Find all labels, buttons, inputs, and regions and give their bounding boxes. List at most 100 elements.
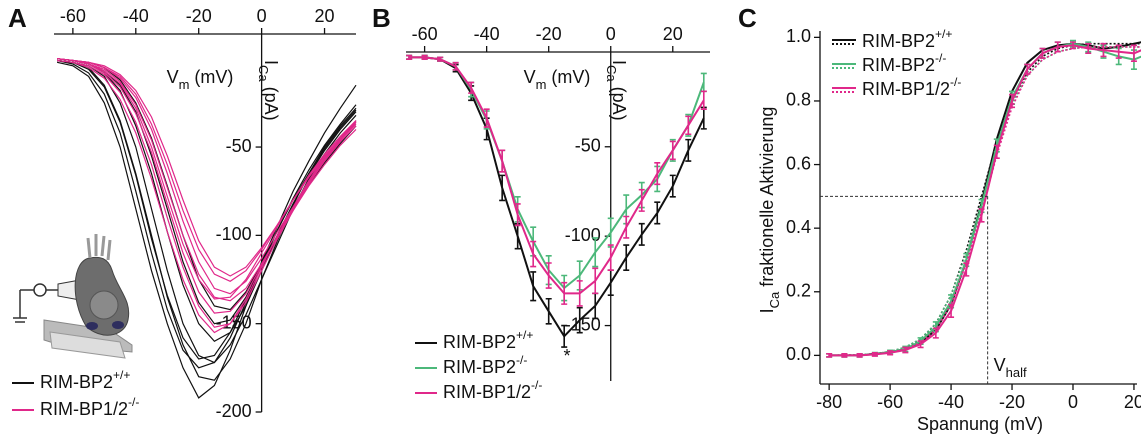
cell-illustration bbox=[13, 234, 133, 359]
legend-label: RIM-BP1/2-/- bbox=[862, 75, 961, 99]
legend-superscript: -/- bbox=[128, 395, 139, 409]
y-tick-label: -50 bbox=[226, 136, 252, 156]
error-bar bbox=[452, 61, 459, 71]
error-bar-line bbox=[638, 222, 645, 246]
trace bbox=[57, 58, 357, 302]
error-bar bbox=[576, 280, 583, 307]
error-bar bbox=[545, 262, 552, 289]
error-bar-line bbox=[826, 352, 833, 358]
error-bar bbox=[421, 54, 428, 60]
vhalf-label-part: half bbox=[1006, 365, 1027, 380]
trace bbox=[57, 59, 357, 334]
error-bar-line bbox=[948, 303, 955, 319]
panel-label: A bbox=[8, 3, 27, 33]
legend-label: RIM-BP2+/+ bbox=[443, 328, 533, 352]
error-bar-line bbox=[437, 56, 444, 62]
x-tick-label: -60 bbox=[412, 24, 438, 44]
y-axis-label-part: I bbox=[757, 308, 777, 313]
y-axis-label: ICa (pA) bbox=[256, 60, 281, 121]
y-tick-label: 0.4 bbox=[786, 217, 811, 237]
trace bbox=[57, 59, 357, 328]
error-bar-line bbox=[638, 188, 645, 212]
error-bar-line bbox=[841, 352, 848, 358]
x-tick-label: -60 bbox=[60, 6, 86, 26]
error-bar-line bbox=[1009, 93, 1016, 109]
trace bbox=[57, 59, 357, 360]
error-bar bbox=[1085, 42, 1092, 55]
error-bar-line bbox=[654, 162, 661, 186]
y-tick-label: 1.0 bbox=[786, 26, 811, 46]
error-bar-line bbox=[406, 54, 413, 60]
error-bar-line bbox=[561, 324, 568, 348]
error-bar bbox=[1039, 47, 1046, 59]
legend-superscript: +/+ bbox=[516, 328, 533, 342]
error-bar bbox=[1009, 93, 1016, 109]
trace bbox=[56, 59, 357, 369]
y-tick-label: 0.0 bbox=[786, 344, 811, 364]
error-bar-line bbox=[932, 327, 939, 339]
error-bar bbox=[669, 140, 676, 161]
error-bar bbox=[561, 324, 568, 348]
error-bar-line bbox=[917, 340, 924, 349]
error-bar-line bbox=[499, 174, 506, 202]
x-axis-label-part: (mV) bbox=[189, 67, 233, 87]
error-bar-line bbox=[576, 306, 583, 334]
legend-name: RIM-BP2 bbox=[443, 357, 516, 377]
error-bar bbox=[1024, 63, 1031, 75]
y-tick-label: -100 bbox=[565, 225, 601, 245]
x-axis-label-part: m bbox=[179, 77, 190, 92]
error-bar bbox=[700, 106, 707, 130]
y-axis-label-part: Ca bbox=[256, 65, 271, 82]
legend-superscript: +/+ bbox=[113, 368, 130, 382]
error-bar-line bbox=[607, 244, 614, 271]
x-axis-label: Spannung (mV) bbox=[917, 414, 1043, 434]
x-tick-label: -20 bbox=[186, 6, 212, 26]
error-bar bbox=[514, 203, 521, 227]
trace bbox=[56, 61, 357, 399]
x-axis-label-part: V bbox=[167, 67, 179, 87]
x-tick-label: 0 bbox=[257, 6, 267, 26]
error-bar-line bbox=[1054, 41, 1061, 53]
error-bar-line bbox=[887, 350, 894, 356]
legend-label: RIM-BP1/2-/- bbox=[443, 378, 542, 402]
error-bar bbox=[530, 240, 537, 268]
legend-superscript: -/- bbox=[935, 51, 946, 65]
legend-label: RIM-BP2+/+ bbox=[40, 368, 130, 392]
error-bar-line bbox=[1130, 44, 1137, 63]
error-bar-line bbox=[1039, 47, 1046, 59]
error-bar bbox=[638, 222, 645, 246]
data-line bbox=[409, 56, 705, 290]
y-tick-label: -150 bbox=[565, 314, 601, 334]
error-bar bbox=[499, 174, 506, 202]
error-bar-line bbox=[530, 271, 537, 302]
error-bar-line bbox=[963, 262, 970, 277]
legend-name: RIM-BP2 bbox=[862, 31, 935, 51]
legend-label: RIM-BP2+/+ bbox=[862, 27, 952, 51]
significance-marker: * bbox=[563, 346, 570, 366]
error-bar bbox=[685, 138, 692, 162]
y-axis-label-part: I bbox=[609, 60, 629, 65]
x-axis-label-part: (mV) bbox=[546, 67, 590, 87]
y-tick-label: -200 bbox=[216, 401, 252, 421]
error-bar bbox=[654, 162, 661, 186]
x-tick-label: -40 bbox=[474, 24, 500, 44]
error-bar-line bbox=[1115, 44, 1122, 59]
error-bar bbox=[978, 208, 985, 223]
y-axis-label-part: Ca bbox=[604, 65, 619, 82]
error-bar-line bbox=[530, 240, 537, 268]
panel-label: B bbox=[372, 3, 391, 33]
x-tick-label: 20 bbox=[1124, 392, 1141, 412]
y-axis-label-part: Ca bbox=[767, 291, 782, 308]
error-bar-line bbox=[514, 203, 521, 227]
x-axis-label-part: V bbox=[524, 67, 536, 87]
error-bar bbox=[887, 350, 894, 356]
error-bar bbox=[623, 244, 630, 271]
trace bbox=[57, 58, 357, 300]
trace bbox=[57, 58, 357, 282]
y-tick-label: 0.6 bbox=[786, 153, 811, 173]
error-bar bbox=[607, 217, 614, 248]
error-bar bbox=[437, 56, 444, 62]
error-bar bbox=[856, 352, 863, 358]
error-bar-line bbox=[993, 144, 1000, 160]
